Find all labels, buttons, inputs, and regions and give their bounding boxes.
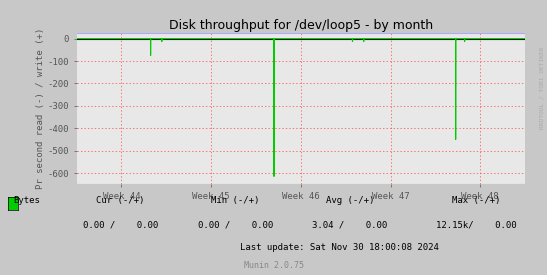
Text: Cur (-/+): Cur (-/+) [96, 196, 144, 205]
Text: 0.00 /    0.00: 0.00 / 0.00 [83, 221, 158, 230]
Text: 12.15k/    0.00: 12.15k/ 0.00 [435, 221, 516, 230]
Text: Avg (-/+): Avg (-/+) [326, 196, 374, 205]
Text: Min (-/+): Min (-/+) [211, 196, 259, 205]
Text: Munin 2.0.75: Munin 2.0.75 [243, 260, 304, 270]
Text: RRDTOOL / TOBI OETIKER: RRDTOOL / TOBI OETIKER [539, 47, 544, 129]
Text: Max (-/+): Max (-/+) [452, 196, 500, 205]
Text: 0.00 /    0.00: 0.00 / 0.00 [197, 221, 273, 230]
Title: Disk throughput for /dev/loop5 - by month: Disk throughput for /dev/loop5 - by mont… [169, 19, 433, 32]
Text: Bytes: Bytes [14, 196, 40, 205]
Y-axis label: Pr second read (-) / write (+): Pr second read (-) / write (+) [36, 28, 45, 189]
Text: Last update: Sat Nov 30 18:00:08 2024: Last update: Sat Nov 30 18:00:08 2024 [240, 243, 439, 252]
Text: 3.04 /    0.00: 3.04 / 0.00 [312, 221, 388, 230]
